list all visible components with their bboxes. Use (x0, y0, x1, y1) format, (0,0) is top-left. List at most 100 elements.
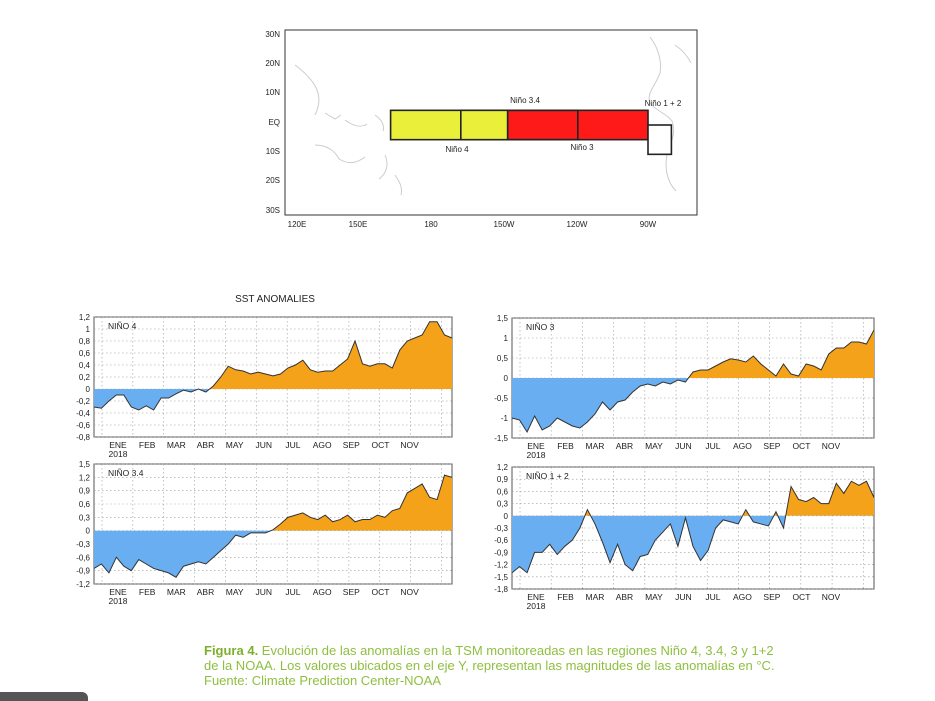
month-label: JUL (705, 441, 720, 451)
figure-caption: Figura 4. Evolución de las anomalías en … (204, 643, 904, 688)
lat-label: 30S (266, 206, 280, 215)
y-tick-label: 0,3 (79, 513, 91, 522)
y-tick-label: -0,6 (76, 421, 90, 430)
negative-area (94, 389, 452, 410)
month-label: OCT (372, 440, 390, 450)
month-label: FEB (557, 441, 574, 451)
year-label: 2018 (527, 601, 546, 611)
y-tick-label: 0,5 (497, 354, 509, 363)
month-label: OCT (372, 587, 390, 597)
month-label: AGO (733, 441, 752, 451)
y-tick-label: 1,2 (497, 463, 509, 472)
lat-label: 10N (265, 88, 280, 97)
month-label: MAR (586, 592, 605, 602)
month-label: OCT (792, 592, 810, 602)
series-line (93, 474, 453, 579)
panel-title: NIÑO 3.4 (108, 468, 144, 478)
negative-area (512, 378, 874, 432)
lon-label: 180 (424, 220, 438, 229)
month-label: FEB (139, 587, 156, 597)
caption-line2: de la NOAA. Los valores ubicados en el e… (204, 658, 775, 673)
y-tick-label: -0,2 (76, 397, 90, 406)
panel-title: NIÑO 4 (108, 321, 137, 331)
month-label: JUN (256, 587, 273, 597)
month-label: SEP (763, 592, 780, 602)
y-tick-label: -1,5 (494, 573, 508, 582)
y-tick-label: 0,2 (79, 373, 91, 382)
y-tick-label: 1,2 (79, 313, 91, 322)
y-tick-label: 0,6 (497, 487, 509, 496)
month-label: AGO (313, 587, 332, 597)
y-tick-label: 0,4 (79, 361, 91, 370)
footer-tab (0, 692, 88, 701)
y-tick-label: -0,5 (494, 394, 508, 403)
month-label: SEP (343, 440, 360, 450)
y-tick-label: -0,6 (494, 536, 508, 545)
lat-label: 30N (265, 30, 280, 39)
y-tick-label: 0 (504, 512, 509, 521)
y-tick-label: -1 (501, 414, 509, 423)
y-tick-label: 0,6 (79, 349, 91, 358)
y-tick-label: 0,9 (497, 475, 509, 484)
month-label: MAY (226, 440, 244, 450)
y-tick-label: 0,6 (79, 500, 91, 509)
y-tick-label: 1,5 (497, 314, 509, 323)
y-tick-label: -1,2 (494, 561, 508, 570)
caption-line3: Fuente: Climate Prediction Center-NOAA (204, 673, 441, 688)
month-label: JUL (285, 587, 300, 597)
panel-title: NIÑO 3 (526, 322, 555, 332)
y-tick-label: -0,9 (76, 567, 90, 576)
y-tick-label: 0 (504, 374, 509, 383)
caption-lead: Figura 4. (204, 643, 259, 658)
y-tick-label: 0,3 (497, 500, 509, 509)
month-label: MAY (645, 441, 663, 451)
month-label: JUN (675, 441, 692, 451)
positive-area (584, 481, 874, 516)
y-tick-label: 0,8 (79, 337, 91, 346)
month-label: MAY (226, 587, 244, 597)
year-label: 2018 (109, 449, 128, 459)
month-label: FEB (557, 592, 574, 602)
month-label: JUN (675, 592, 692, 602)
y-tick-label: -1,2 (76, 580, 90, 589)
month-label: OCT (792, 441, 810, 451)
y-tick-label: -0,9 (494, 548, 508, 557)
region-label-nino12: Niño 1 + 2 (645, 99, 682, 108)
y-tick-label: 0 (86, 527, 91, 536)
y-tick-label: 1 (86, 325, 91, 334)
lon-label: 90W (640, 220, 657, 229)
month-label: ENE (527, 592, 545, 602)
month-label: MAR (586, 441, 605, 451)
month-label: ABR (616, 441, 633, 451)
region-label-nino3: Niño 3 (570, 143, 594, 152)
month-label: SEP (343, 587, 360, 597)
region-box (460, 109, 509, 141)
negative-area (512, 515, 874, 573)
series-line (511, 329, 875, 434)
series-line (511, 480, 875, 574)
y-tick-label: -0,4 (76, 409, 90, 418)
positive-area (270, 475, 452, 531)
month-label: ENE (109, 440, 127, 450)
month-label: NOV (822, 441, 841, 451)
nino-regions-map: 30N 20N 10N EQ 10S 20S 30S 120E 150E 180… (265, 29, 698, 229)
negative-area (94, 530, 452, 578)
month-label: NOV (400, 587, 419, 597)
y-tick-label: -0,8 (76, 433, 90, 442)
month-label: MAR (167, 440, 186, 450)
chart-nino34: 1,5 1,2 0,9 0,6 0,3 0 -0,3 -0,6 -0,9 -1,2 NIÑO 3.4… (76, 460, 453, 606)
y-tick-label: 0 (86, 385, 91, 394)
month-label: MAY (645, 592, 663, 602)
coastline-sketch (294, 36, 692, 196)
chart-nino12: 1,2 0,9 0,6 0,3 0 -0,3 -0,6 -0,9 -1,2 -1,5 -1,8 NIÑ… (494, 463, 875, 611)
y-tick-label: -0,3 (494, 524, 508, 533)
chart-suptitle: SST ANOMALIES (235, 294, 315, 305)
lon-label: 120E (288, 220, 307, 229)
y-tick-label: -1,8 (494, 585, 508, 594)
month-label: AGO (733, 592, 752, 602)
lon-label: 150W (494, 220, 515, 229)
panel-title: NIÑO 1 + 2 (526, 471, 569, 481)
region-box (647, 124, 673, 156)
lat-label: 20N (265, 59, 280, 68)
month-label: NOV (400, 440, 419, 450)
